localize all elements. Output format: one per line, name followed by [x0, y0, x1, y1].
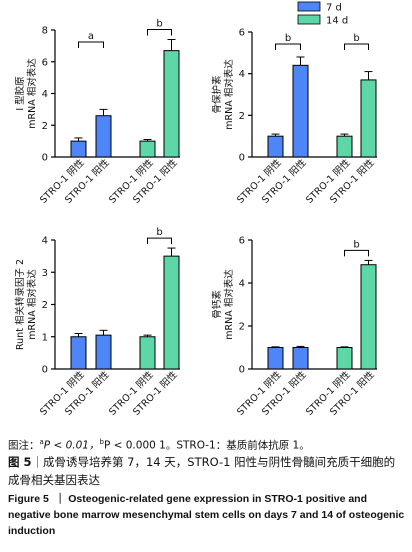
y-tick-label: 2: [42, 300, 48, 311]
y-axis-label: I 型胶原: [14, 76, 26, 110]
note-a-sup: a: [39, 438, 44, 446]
y-tick-label: 4: [42, 89, 48, 100]
y-tick-label: 4: [42, 236, 48, 247]
y-tick-label: 2: [239, 111, 245, 122]
y-axis-label: 骨保护素: [211, 75, 223, 114]
significance-bracket: [344, 249, 369, 257]
significance-label: a: [88, 31, 94, 42]
significance-label: b: [156, 19, 162, 30]
significance-label: b: [353, 33, 359, 44]
y-axis-label: mRNA 相对表达: [26, 58, 38, 129]
significance-bracket: [78, 41, 104, 48]
bar: [95, 334, 112, 370]
note-prefix: 图注：: [8, 439, 40, 452]
y-tick-label: 4: [239, 69, 245, 80]
bar: [139, 336, 156, 370]
bar: [95, 115, 112, 158]
note-a-text: P < 0.01，: [43, 439, 100, 452]
caption-chinese: 图 5｜成骨诱导培养第 7，14 天，STRO-1 阳性与阴性骨髓间充质干细胞的…: [8, 453, 406, 489]
significance-bracket: [147, 237, 172, 245]
bar: [267, 135, 284, 158]
significance-label: b: [156, 227, 162, 238]
significance-bracket: [344, 43, 369, 50]
caption-en-figure-number: Figure 5: [8, 493, 49, 505]
bar: [336, 347, 353, 370]
y-tick-label: 4: [239, 279, 245, 290]
y-tick-label: 2: [239, 322, 245, 333]
caption-english: Figure 5 ｜ Osteogenic-related gene expres…: [8, 491, 406, 539]
y-axis-label: mRNA 相对表达: [26, 269, 38, 340]
y-tick-label: 0: [239, 365, 245, 376]
y-tick-label: 6: [239, 236, 245, 247]
caption-cn-figure-number: 图 5: [8, 455, 32, 469]
bar: [70, 336, 87, 370]
bar: [267, 347, 284, 370]
legend-label: 7 d: [326, 3, 342, 14]
y-axis-label: mRNA 相对表达: [223, 269, 235, 340]
y-tick-label: 1: [42, 332, 48, 343]
y-axis-label: 骨钙素: [211, 290, 223, 319]
legend-swatch: [297, 1, 321, 12]
note-b-sup: b: [99, 438, 104, 446]
significance-label: b: [285, 33, 291, 44]
bar: [360, 264, 377, 370]
bar: [70, 140, 87, 158]
y-tick-label: 6: [42, 57, 48, 68]
bar: [336, 135, 353, 158]
y-axis-label: Runt 相关转录因子 2: [14, 259, 26, 350]
significance-bracket: [275, 43, 301, 50]
bar: [163, 50, 180, 158]
caption-en-text: ｜ Osteogenic-related gene expression in …: [8, 493, 405, 537]
y-tick-label: 6: [239, 28, 245, 39]
bar: [292, 347, 309, 370]
significance-label: b: [353, 239, 359, 250]
significance-bracket: [147, 29, 172, 36]
bar: [360, 79, 377, 158]
legend-swatch: [297, 14, 321, 25]
bar: [163, 255, 180, 370]
figure-note: 图注：aP < 0.01，bP < 0.000 1。STRO-1：基质前体抗原 …: [8, 434, 406, 455]
y-tick-label: 8: [42, 26, 48, 37]
y-tick-label: 0: [42, 365, 48, 376]
bar: [139, 140, 156, 158]
y-tick-label: 3: [42, 268, 48, 279]
caption-cn-text: ｜成骨诱导培养第 7，14 天，STRO-1 阳性与阴性骨髓间充质干细胞的成骨相…: [8, 455, 396, 487]
y-tick-label: 0: [42, 153, 48, 164]
y-tick-label: 2: [42, 121, 48, 132]
note-b-text: P < 0.000 1。STRO-1：基质前体抗原 1。: [103, 439, 310, 452]
y-tick-label: 0: [239, 153, 245, 164]
y-axis-label: mRNA 相对表达: [223, 59, 235, 130]
legend-label: 14 d: [326, 16, 348, 27]
bar: [292, 64, 309, 158]
